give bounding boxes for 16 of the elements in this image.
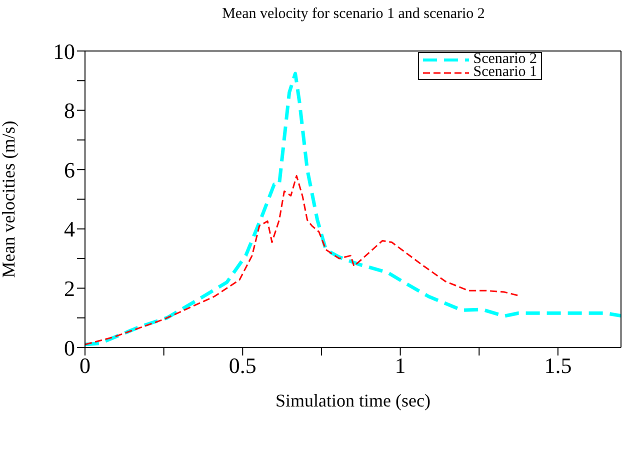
x-axis-title: Simulation time (sec) bbox=[276, 390, 430, 410]
line-series bbox=[85, 175, 520, 346]
y-tick-label: 8 bbox=[64, 98, 75, 124]
y-axis-title: Mean velocities (m/s) bbox=[0, 120, 18, 278]
y-tick-label: 4 bbox=[64, 216, 75, 242]
y-tick-label: 0 bbox=[64, 335, 75, 360]
chart-title: Mean velocity for scenario 1 and scenario 2 bbox=[221, 6, 486, 23]
x-tick-label: 0 bbox=[80, 353, 90, 378]
x-tick-label: 1.5 bbox=[544, 353, 572, 378]
legend-label: Scenario 2 bbox=[473, 51, 537, 67]
legend-label: Scenario 1 bbox=[473, 64, 537, 80]
y-tick-label: 6 bbox=[64, 157, 75, 182]
y-tick-label: 2 bbox=[64, 276, 75, 302]
y-tick-label: 10 bbox=[53, 38, 75, 64]
x-tick-label: 0.5 bbox=[228, 353, 256, 378]
x-tick-label: 1 bbox=[394, 353, 406, 378]
